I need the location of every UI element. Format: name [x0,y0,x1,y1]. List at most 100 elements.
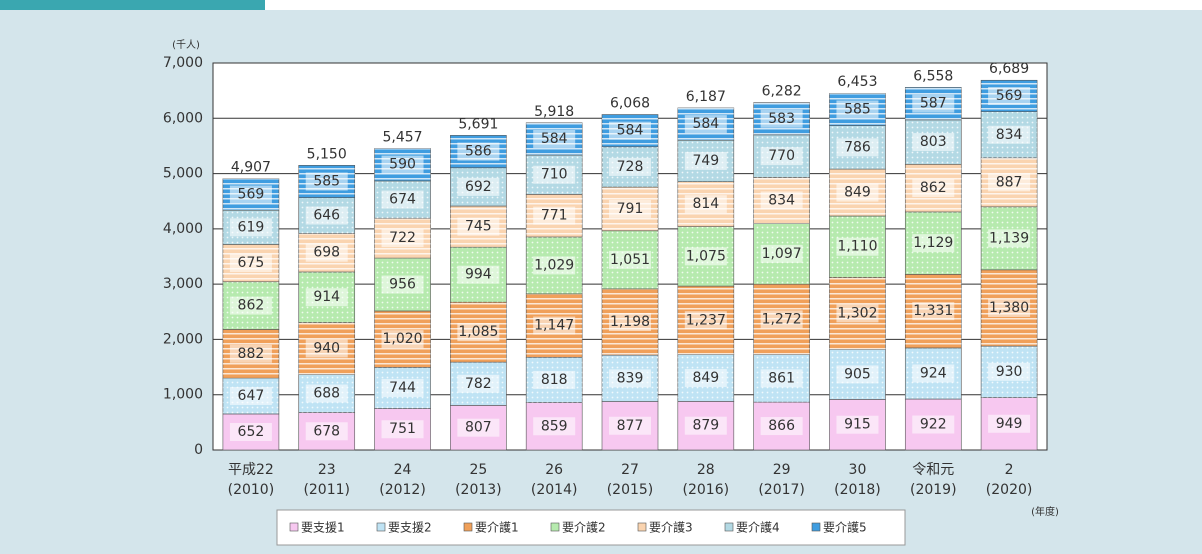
value-label: 590 [389,157,416,173]
legend-label: 要介護1 [475,520,519,535]
value-label: 1,302 [837,305,877,321]
value-label-box [381,190,424,209]
total-label: 6,068 [610,96,650,112]
value-label: 1,129 [913,235,953,251]
value-label-box [457,265,500,284]
x-tick-label: (2017) [758,482,805,498]
x-tick-label: 24 [394,462,412,478]
value-label: 914 [313,289,340,305]
value-label-box [609,121,651,140]
value-label-box [305,243,348,262]
value-label-box [381,420,424,439]
value-label-box [533,316,576,335]
value-label: 922 [920,417,947,433]
value-label-box [836,100,879,119]
value-label: 728 [617,159,644,175]
value-label-box [988,173,1031,192]
value-label-box [229,185,272,204]
legend-swatch [376,522,386,532]
value-label: 882 [238,346,265,362]
x-tick-label: (2010) [228,482,275,498]
value-label: 1,198 [610,314,650,330]
value-label: 807 [465,420,492,436]
value-label: 814 [692,196,719,212]
legend-swatch [637,522,647,532]
value-label: 584 [692,116,719,132]
x-tick-label: 23 [318,462,336,478]
value-label: 786 [844,139,871,155]
legend-swatch [724,522,734,532]
value-label-box [912,133,955,152]
value-label-box [229,218,272,237]
y-tick-label: 4,000 [163,221,203,237]
value-label: 674 [389,192,416,208]
value-label-box [609,416,651,435]
value-label-box [988,414,1031,433]
total-label: 5,691 [458,116,498,132]
value-label: 1,085 [458,324,498,340]
value-label-box [381,229,424,248]
value-label: 1,110 [837,239,877,255]
x-tick-label: 令和元 [912,462,954,478]
value-label-box [912,234,955,253]
total-label: 4,907 [231,160,271,176]
value-label-box [684,195,727,214]
x-tick-label: (2015) [607,482,654,498]
value-label: 678 [313,423,340,439]
value-label-box [609,313,651,332]
value-label: 675 [238,255,265,271]
value-label-box [533,256,576,275]
value-label: 749 [692,153,719,169]
value-label-box [609,157,651,176]
value-label-box [684,416,727,435]
value-label-box [305,422,348,441]
value-label: 949 [996,416,1023,432]
value-label-box [533,206,576,225]
value-label-box [533,165,576,184]
value-label: 924 [920,365,947,381]
value-label-box [912,364,955,383]
value-label: 583 [768,111,795,127]
x-tick-label: 30 [849,462,867,478]
value-label-box [381,330,424,349]
value-label: 782 [465,376,492,392]
value-label: 862 [238,298,265,314]
x-tick-label: 25 [469,462,487,478]
value-label: 770 [768,148,795,164]
value-label-box [609,250,651,269]
value-label: 584 [617,123,644,139]
value-label-box [836,183,879,202]
value-label: 722 [389,230,416,246]
value-label-box [457,177,500,196]
value-label: 862 [920,180,947,196]
value-label-box [836,138,879,157]
value-label-box [988,362,1031,381]
value-label-box [229,254,272,273]
legend-label: 要介護4 [736,520,780,535]
legend-label: 要介護3 [649,520,693,535]
value-label: 915 [844,417,871,433]
total-label: 6,187 [686,89,726,105]
value-label-box [912,94,955,113]
total-label: 5,457 [382,129,422,145]
total-label: 6,282 [762,84,802,100]
legend-label: 要介護2 [562,520,606,535]
value-label-box [305,288,348,307]
x-tick-label: (2016) [683,482,730,498]
value-label: 692 [465,179,492,195]
value-label-box [229,296,272,315]
value-label-box [457,418,500,437]
value-label-box [684,311,727,330]
value-label-box [836,304,879,323]
y-tick-label: 7,000 [163,55,203,71]
value-label-box [305,384,348,403]
legend-swatch [811,522,821,532]
value-label-box [533,129,576,148]
value-label: 849 [844,185,871,201]
value-label-box [988,229,1031,248]
value-label-box [305,172,348,191]
y-tick-label: 6,000 [163,110,203,126]
value-label: 839 [617,370,644,386]
y-tick-label: 3,000 [163,276,203,292]
